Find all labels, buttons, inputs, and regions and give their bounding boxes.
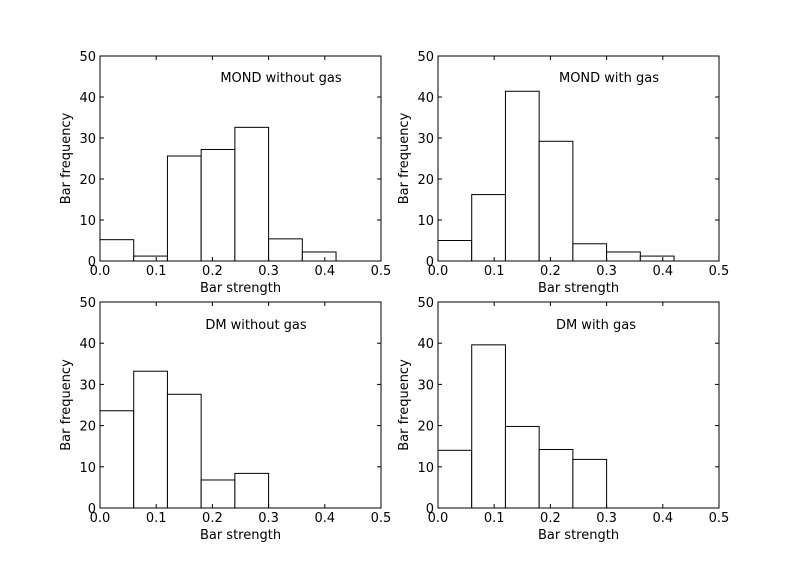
- x-tick-label: 0.3: [258, 264, 279, 279]
- histogram-bar: [301, 251, 337, 262]
- panel-mond-without-gas: 0.0 0.1 0.2 0.3 0.4 0.5 0 10 20 30 40 50 MOND withou…: [59, 50, 391, 296]
- y-tick-label: 40: [79, 337, 96, 352]
- histogram-bar: [437, 240, 473, 262]
- y-tick-label: 50: [79, 50, 96, 65]
- y-tick-label: 20: [417, 173, 434, 188]
- y-tick-label: 50: [417, 296, 434, 311]
- histogram-bar: [166, 393, 202, 509]
- histogram-bar: [572, 243, 608, 262]
- histogram-bar: [639, 255, 675, 262]
- x-tick-label: 0.1: [146, 511, 167, 526]
- panel-title: DM without gas: [205, 318, 307, 333]
- histogram-bar: [572, 458, 608, 509]
- x-tick-label: 0.5: [371, 511, 392, 526]
- x-tick-label: 0.0: [428, 264, 449, 279]
- y-tick-label: 20: [417, 420, 434, 435]
- histogram-bar: [268, 238, 303, 262]
- y-tick-label: 10: [417, 461, 434, 476]
- x-tick-label: 0.0: [90, 511, 111, 526]
- x-tick-label: 0.4: [314, 264, 335, 279]
- x-tick-label: 0.5: [709, 264, 730, 279]
- y-tick-label: 40: [417, 91, 434, 106]
- y-tick-label: 10: [79, 214, 96, 229]
- y-tick-label: 0: [88, 502, 96, 517]
- y-tick-label: 50: [79, 296, 96, 311]
- y-tick-label: 40: [79, 91, 96, 106]
- panel-dm-without-gas: 0.0 0.1 0.2 0.3 0.4 0.5 0 10 20 30 40 50 DM without …: [59, 296, 391, 543]
- x-axis-label: Bar strength: [538, 281, 619, 296]
- histogram-bar: [166, 155, 202, 262]
- panel-title: DM with gas: [556, 318, 636, 333]
- plot-frame: [437, 55, 720, 262]
- histogram-bar: [133, 370, 168, 509]
- histogram-bar: [99, 410, 135, 509]
- histogram-bar: [437, 449, 473, 509]
- y-tick-label: 0: [426, 502, 434, 517]
- histogram-bar: [99, 239, 135, 262]
- histogram-bar: [200, 479, 236, 509]
- y-tick-label: 20: [79, 173, 96, 188]
- y-tick-label: 30: [417, 378, 434, 393]
- x-tick-label: 0.4: [314, 511, 335, 526]
- y-tick-label: 0: [88, 255, 96, 270]
- histogram-bar: [504, 90, 540, 262]
- x-tick-label: 0.2: [202, 511, 223, 526]
- y-tick-label: 30: [417, 132, 434, 147]
- panel-dm-with-gas: 0.0 0.1 0.2 0.3 0.4 0.5 0 10 20 30 40 50 DM with gas…: [397, 296, 729, 543]
- x-tick-label: 0.1: [484, 264, 505, 279]
- histogram-bar: [200, 148, 236, 262]
- plot-frame: [437, 301, 720, 509]
- y-axis-label: Bar frequency: [397, 112, 412, 204]
- histogram-bar: [538, 448, 574, 509]
- y-tick-label: 0: [426, 255, 434, 270]
- y-axis-label: Bar frequency: [59, 112, 74, 204]
- x-tick-label: 0.1: [484, 511, 505, 526]
- histogram-bar: [606, 251, 641, 262]
- x-tick-label: 0.5: [371, 264, 392, 279]
- histogram-bar: [471, 344, 506, 509]
- x-tick-label: 0.4: [652, 264, 673, 279]
- x-tick-label: 0.0: [90, 264, 111, 279]
- panel-title: MOND with gas: [559, 71, 659, 86]
- y-tick-label: 10: [417, 214, 434, 229]
- histogram-bar: [504, 425, 540, 509]
- x-tick-label: 0.4: [652, 511, 673, 526]
- x-tick-label: 0.2: [202, 264, 223, 279]
- plot-frame: [99, 55, 382, 262]
- x-tick-label: 0.5: [709, 511, 730, 526]
- x-tick-label: 0.0: [428, 511, 449, 526]
- histogram-bar: [471, 194, 506, 262]
- plot-frame: [99, 301, 382, 509]
- histogram-bar: [538, 140, 574, 262]
- x-axis-label: Bar strength: [200, 281, 281, 296]
- histogram-bar: [234, 472, 270, 509]
- y-tick-label: 50: [417, 50, 434, 65]
- y-tick-label: 30: [79, 132, 96, 147]
- x-tick-label: 0.3: [258, 511, 279, 526]
- x-tick-label: 0.2: [540, 264, 561, 279]
- y-tick-label: 10: [79, 461, 96, 476]
- y-tick-label: 30: [79, 378, 96, 393]
- y-tick-label: 40: [417, 337, 434, 352]
- y-axis-label: Bar frequency: [59, 359, 74, 451]
- histogram-bar: [234, 126, 270, 262]
- x-tick-label: 0.3: [596, 264, 617, 279]
- x-tick-label: 0.2: [540, 511, 561, 526]
- y-tick-label: 20: [79, 420, 96, 435]
- x-tick-label: 0.3: [596, 511, 617, 526]
- y-axis-label: Bar frequency: [397, 359, 412, 451]
- x-axis-label: Bar strength: [200, 528, 281, 543]
- histogram-bar: [133, 255, 168, 262]
- panel-title: MOND without gas: [220, 71, 342, 86]
- x-axis-label: Bar strength: [538, 528, 619, 543]
- x-tick-label: 0.1: [146, 264, 167, 279]
- panel-mond-with-gas: 0.0 0.1 0.2 0.3 0.4 0.5 0 10 20 30 40 50 MOND with g…: [397, 50, 729, 296]
